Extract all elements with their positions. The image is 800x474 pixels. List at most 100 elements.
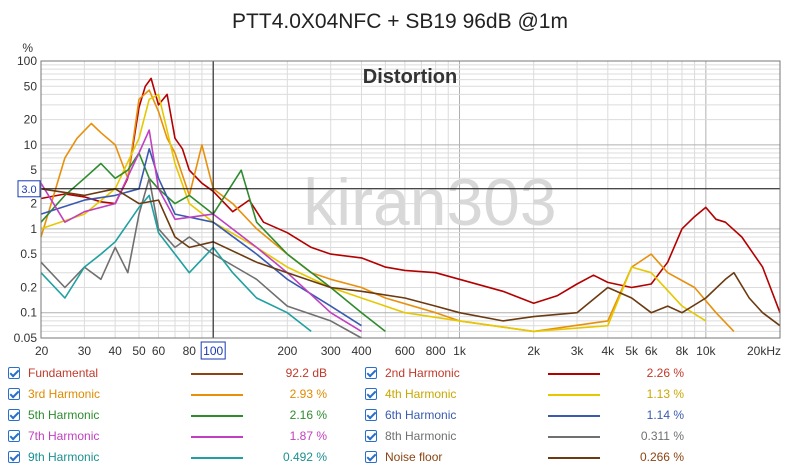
legend-checkbox[interactable] [365,451,377,463]
plot-frame [40,60,781,339]
legend-value: 1.87 % [289,429,327,443]
y-tick-label: 0.05 [14,331,38,345]
x-tick-label: 3k [571,344,585,358]
x-tick-label: 100 [203,344,223,358]
x-tick-label: 30 [78,344,92,358]
legend-swatch [548,373,600,375]
y-tick-label: 50 [24,79,38,93]
x-tick-label: 40 [108,344,122,358]
series-line-6th-harmonic [40,148,362,327]
y-tick-label: 0.5 [20,247,37,261]
x-tick-label: 300 [321,344,341,358]
x-tick-label: 50 [132,344,146,358]
series-line-2nd-harmonic [40,77,781,313]
legend-item: 9th Harmonic 0.492 % [8,449,348,469]
series-line-noise-floor [40,188,781,327]
x-tick-label: 4k [601,344,615,358]
legend-swatch [191,415,243,417]
legend-name: 7th Harmonic [28,429,100,443]
legend-checkbox[interactable] [8,409,20,421]
legend: Fundamental 92.2 dB 2nd Harmonic 2.26 % 3rd … [8,365,798,470]
legend-swatch [548,436,600,438]
legend-item: 3rd Harmonic 2.93 % [8,386,348,406]
chart-subtitle: Distortion [363,66,457,88]
legend-checkbox[interactable] [8,451,20,463]
legend-value: 1.13 % [646,387,684,401]
legend-checkbox[interactable] [365,367,377,379]
x-tick-label: 20kHz [747,344,781,358]
y-tick-label: 0.2 [20,280,37,294]
legend-item: 6th Harmonic 1.14 % [365,407,705,427]
legend-item: 8th Harmonic 0.311 % [365,428,705,448]
x-cursor-box [200,341,226,360]
legend-swatch [191,436,243,438]
y-axis-label: % [22,41,33,55]
legend-name: 8th Harmonic [385,429,457,443]
x-tick-label: 600 [395,344,415,358]
legend-swatch [548,394,600,396]
watermark-text: kiran303 [303,165,556,239]
legend-name: Fundamental [28,366,99,380]
legend-item: Noise floor 0.266 % [365,449,705,469]
legend-item: 4th Harmonic 1.13 % [365,386,705,406]
legend-item: 5th Harmonic 2.16 % [8,407,348,427]
legend-checkbox[interactable] [8,388,20,400]
legend-value: 0.311 % [640,429,684,443]
legend-name: 6th Harmonic [385,408,457,422]
legend-item: 2nd Harmonic 2.26 % [365,365,705,385]
legend-swatch [191,457,243,459]
series-line-4th-harmonic [40,93,707,333]
legend-swatch [191,373,243,375]
x-tick-label: 8k [676,344,690,358]
y-tick-label: 5 [30,163,37,177]
legend-name: 4th Harmonic [385,387,457,401]
legend-value: 92.2 dB [285,366,327,380]
legend-value: 0.492 % [282,450,327,464]
x-tick-label: 80 [183,344,197,358]
legend-checkbox[interactable] [365,409,377,421]
x-tick-label: 1k [453,344,467,358]
y-tick-label: 0.1 [20,306,37,320]
legend-item: Fundamental 92.2 dB [8,365,348,385]
legend-swatch [548,415,600,417]
legend-value: 0.266 % [639,450,684,464]
x-tick-label: 20 [35,344,49,358]
x-tick-label: 6k [645,344,659,358]
legend-checkbox[interactable] [365,388,377,400]
series-lines [40,77,781,339]
x-tick-label: 5k [625,344,639,358]
legend-name: 5th Harmonic [28,408,100,422]
x-tick-label: 60 [152,344,166,358]
series-line-9th-harmonic [40,194,312,333]
distortion-chart: kiran303 Distortion 3.0 20 30 40 50 60 80 100 2… [14,41,781,360]
legend-value: 2.93 % [289,387,327,401]
axes: 20 30 40 50 60 80 100 200 300 400 600 800 1k 2k 3k 4k 5k… [14,41,781,360]
y-tick-label: 100 [17,54,37,68]
legend-name: 2nd Harmonic [385,366,460,380]
legend-swatch [191,394,243,396]
cursor: 3.0 [17,61,780,338]
x-tick-label: 800 [426,344,446,358]
y-tick-label: 2 [30,197,37,211]
x-tick-label: 10k [696,344,716,358]
series-line-8th-harmonic [40,177,362,339]
y-tick-label: 1 [30,222,37,236]
legend-item: 7th Harmonic 1.87 % [8,428,348,448]
x-tick-label: 2k [527,344,541,358]
x-tick-label: 200 [277,344,297,358]
legend-swatch [548,457,600,459]
y-cursor-label: 3.0 [21,184,36,196]
legend-value: 2.26 % [646,366,684,380]
y-tick-label: 10 [24,138,38,152]
y-tick-label: 20 [24,113,38,127]
y-cursor-box [17,180,41,198]
legend-checkbox[interactable] [365,430,377,442]
legend-value: 1.14 % [646,408,684,422]
legend-name: 3rd Harmonic [28,387,101,401]
legend-value: 2.16 % [289,408,327,422]
legend-checkbox[interactable] [8,367,20,379]
chart-title: PTT4.0X04NFC + SB19 96dB @1m [232,10,568,33]
legend-name: 9th Harmonic [28,450,100,464]
legend-checkbox[interactable] [8,430,20,442]
x-tick-label: 400 [351,344,371,358]
